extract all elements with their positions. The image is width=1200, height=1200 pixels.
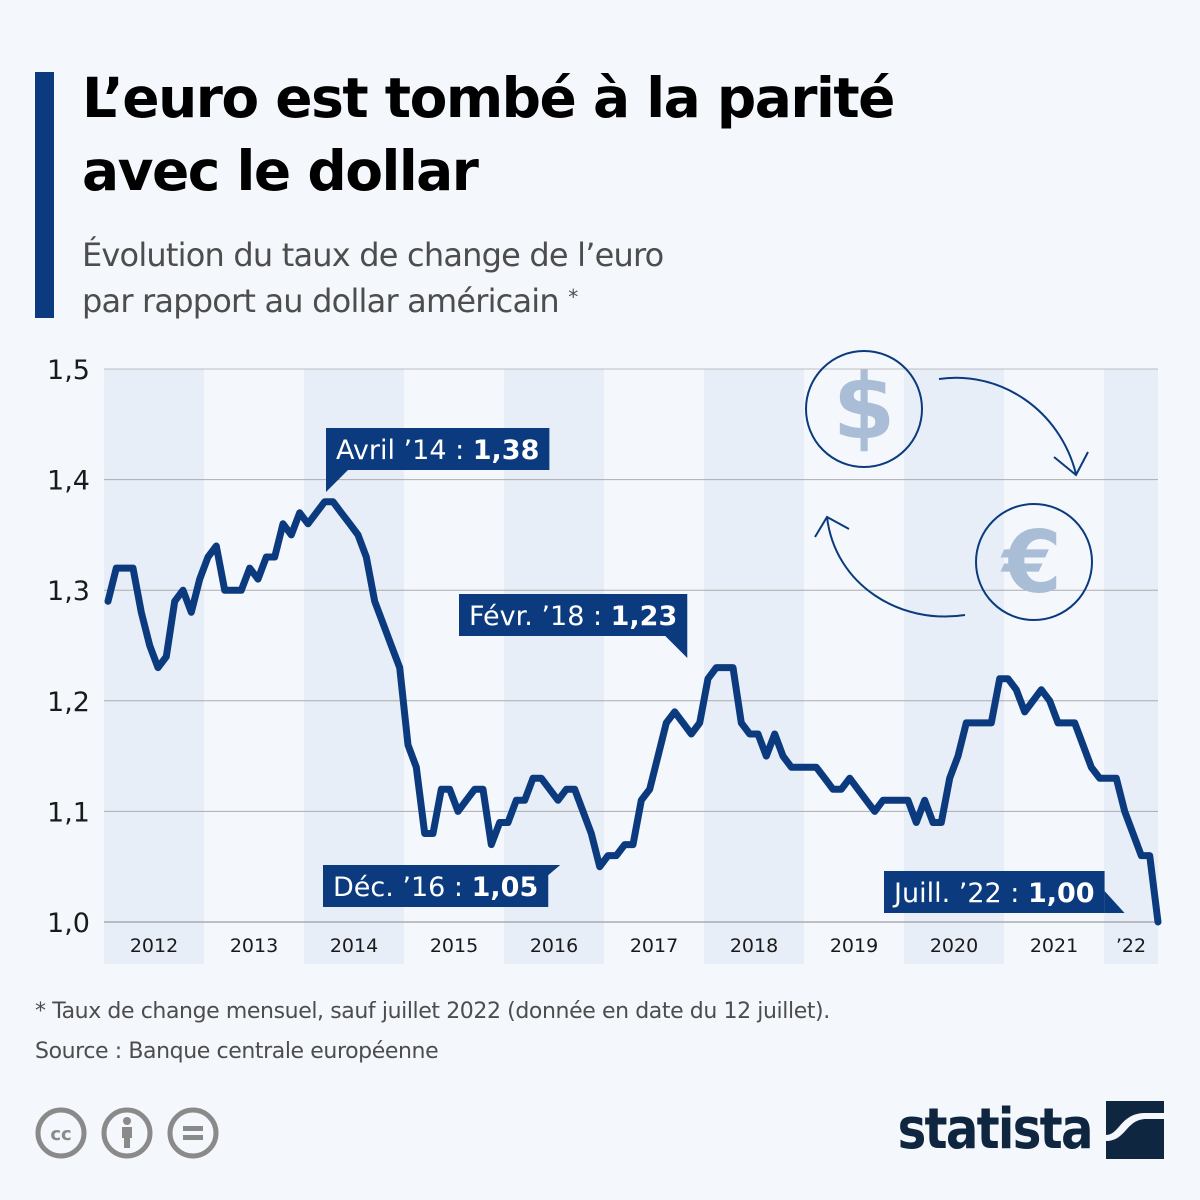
- footnote-note: * Taux de change mensuel, sauf juillet 2…: [35, 999, 830, 1024]
- x-tick-label: 2021: [1030, 935, 1078, 957]
- license-icons: cc: [35, 1107, 219, 1159]
- y-tick-label: 1,5: [47, 355, 90, 386]
- annotation-label: Avril ’14 : 1,38: [336, 435, 539, 466]
- title-accent-bar: [35, 72, 54, 318]
- annotation-callout: Avril ’14 : 1,38: [326, 428, 550, 492]
- annotation-callout: Déc. ’16 : 1,05: [323, 865, 561, 907]
- year-band: [1004, 369, 1104, 964]
- x-tick-label: 2019: [830, 935, 878, 957]
- euro-coin-icon: [975, 503, 1093, 621]
- annotation-value: 1,23: [611, 601, 678, 632]
- annotation-pointer: [326, 470, 348, 492]
- x-tick-label: 2012: [130, 935, 178, 957]
- x-tick-label: 2013: [230, 935, 278, 957]
- y-tick-label: 1,2: [47, 687, 90, 718]
- x-axis-ticks: 2012 2013 2014 2015 2016 2017 2018 2019 2020 2021…: [130, 935, 1146, 957]
- x-tick-label: 2014: [330, 935, 378, 957]
- year-band: [604, 369, 704, 964]
- cc-icon[interactable]: cc: [35, 1107, 87, 1159]
- annotation-pointer: [1104, 891, 1125, 913]
- annotation-box: [459, 594, 688, 636]
- y-axis-ticks: 1,0 1,1 1,2 1,3 1,4 1,5: [47, 355, 90, 939]
- exchange-rate-chart: 1,01,11,21,31,41,5 2012 2013 2014 2015 2016 2…: [47, 350, 1162, 964]
- footnote: * Taux de change mensuel, sauf juillet 2…: [35, 992, 830, 1072]
- annotation-date: Avril ’14 :: [336, 435, 473, 466]
- page-title: L’euro est tombé à la parité avec le dol…: [82, 62, 1182, 208]
- annotation-date: Juill. ’22 :: [892, 878, 1028, 909]
- x-tick-label: 2018: [730, 935, 778, 957]
- x-tick-label: ’22: [1116, 935, 1146, 957]
- title-line-2: avec le dollar: [82, 139, 479, 203]
- x-tick-label: 2015: [430, 935, 478, 957]
- no-derivatives-icon[interactable]: [167, 1107, 219, 1159]
- euro-symbol: €: [1000, 513, 1062, 613]
- series-points: [107, 501, 1159, 923]
- annotation-box: [326, 428, 550, 470]
- y-tick-label: 1,4: [47, 466, 90, 497]
- statista-wordmark: statista: [897, 1097, 1094, 1162]
- annotation-pointer: [534, 865, 561, 887]
- statista-logo[interactable]: statista: [866, 1100, 1164, 1160]
- year-band: [904, 369, 1004, 964]
- dollar-symbol: $: [833, 355, 896, 460]
- currency-illustration: $ €: [805, 350, 1093, 621]
- annotation-callout: Févr. ’18 : 1,23: [459, 594, 688, 658]
- annotation-value: 1,05: [472, 872, 539, 903]
- annotation-label: Févr. ’18 : 1,23: [469, 601, 677, 632]
- y-tick-label: 1,0: [47, 908, 90, 939]
- annotation-pointer: [665, 636, 688, 658]
- annotation-label: Juill. ’22 : 1,00: [892, 878, 1095, 909]
- y-tick-label: 1,3: [47, 576, 90, 607]
- annotation-callout: Juill. ’22 : 1,00: [884, 871, 1125, 913]
- y-tick-label: 1,1: [47, 797, 90, 828]
- annotation-label: Déc. ’16 : 1,05: [333, 872, 538, 903]
- arrow-curved-up-icon: [814, 515, 966, 618]
- subtitle-line-2: par rapport au dollar américain: [82, 282, 560, 320]
- year-band: [204, 369, 304, 964]
- annotation-date: Déc. ’16 :: [333, 872, 472, 903]
- x-tick-label: 2017: [630, 935, 678, 957]
- dollar-coin-icon: [805, 350, 923, 468]
- annotation-value: 1,00: [1028, 878, 1095, 909]
- footnote-source: Source : Banque centrale européenne: [35, 1039, 439, 1064]
- annotation-box: [884, 871, 1105, 913]
- annotation-value: 1,38: [473, 435, 540, 466]
- statista-mark-icon: [1106, 1101, 1164, 1159]
- svg-text:cc: cc: [50, 1124, 71, 1145]
- attribution-icon[interactable]: [101, 1107, 153, 1159]
- subtitle-line-1: Évolution du taux de change de l’euro: [82, 236, 664, 274]
- title-line-1: L’euro est tombé à la parité: [82, 66, 895, 130]
- annotation-box: [323, 865, 549, 907]
- subtitle-footnote-marker: *: [568, 285, 578, 309]
- annotation-date: Févr. ’18 :: [469, 601, 611, 632]
- annotations: Avril ’14 : 1,38 Févr. ’18 : 1,23 Déc. ’16…: [323, 428, 1125, 913]
- arrow-curved-down-icon: [938, 376, 1089, 477]
- page-subtitle: Évolution du taux de change de l’euro pa…: [82, 232, 982, 324]
- year-band: [804, 369, 904, 964]
- x-tick-label: 2020: [930, 935, 978, 957]
- x-tick-label: 2016: [530, 935, 578, 957]
